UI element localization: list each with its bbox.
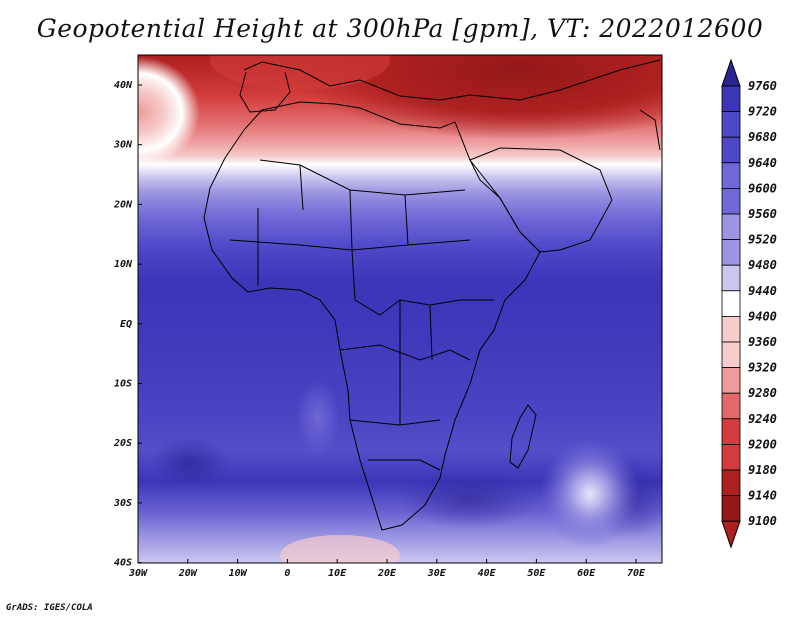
- colorbar-label-9440: 9440: [748, 284, 777, 298]
- colorbar-swatch: [721, 162, 741, 189]
- map-title: Geopotential Height at 300hPa [gpm], VT:…: [36, 14, 764, 43]
- colorbar-label-9560: 9560: [748, 207, 777, 221]
- colorbar-label-9140: 9140: [748, 489, 777, 503]
- colorbar-label-9520: 9520: [748, 233, 777, 247]
- lon-label-10e: 10E: [328, 568, 347, 579]
- colorbar-label-9100: 9100: [748, 514, 777, 528]
- colorbar-swatch: [721, 111, 741, 138]
- lat-label-10s: 10S: [114, 379, 132, 390]
- colorbar-swatch: [721, 418, 741, 445]
- colorbar-swatch: [721, 443, 741, 471]
- colorbar-label-9200: 9200: [748, 437, 777, 451]
- colorbar-swatch: [721, 187, 741, 215]
- colorbar-bottom-arrow: [721, 520, 741, 549]
- africa-coastline: [203, 101, 541, 531]
- axis-ticks: [137, 84, 637, 564]
- colorbar-label-9180: 9180: [748, 463, 777, 477]
- colorbar-label-9320: 9320: [748, 361, 777, 375]
- lat-label-eq: EQ: [120, 319, 132, 330]
- lon-label-50e: 50E: [527, 568, 546, 579]
- colorbar-swatch: [721, 341, 741, 369]
- colorbar-swatch: [721, 495, 741, 522]
- lon-label-0: 0: [284, 568, 290, 579]
- lon-label-60e: 60E: [577, 568, 596, 579]
- colorbar-label-9240: 9240: [748, 412, 777, 426]
- plot-frame: [137, 54, 663, 564]
- lon-label-20w: 20W: [178, 568, 198, 579]
- colorbar-swatch: [721, 213, 741, 241]
- lon-label-70e: 70E: [627, 568, 646, 579]
- lat-label-10n: 10N: [114, 259, 133, 270]
- colorbar-label-9640: 9640: [748, 156, 777, 170]
- colorbar-swatch: [721, 85, 741, 113]
- colorbar-label-9680: 9680: [748, 130, 777, 144]
- colorbar-label-9280: 9280: [748, 386, 777, 400]
- height-field: [138, 55, 662, 563]
- colorbar-swatch: [721, 264, 741, 292]
- colorbar-swatch: [721, 367, 741, 394]
- longitude-labels: 30W 20W 10W 0 10E 20E 30E 40E 50E 60E 70E: [128, 568, 646, 579]
- lon-label-30e: 30E: [427, 568, 447, 579]
- lon-label-10w: 10W: [229, 568, 248, 579]
- india-coastline: [639, 109, 661, 151]
- colorbar-swatch: [721, 290, 741, 317]
- country-borders: [229, 159, 494, 471]
- lat-label-30n: 30N: [113, 140, 133, 151]
- colorbar-label-9760: 9760: [748, 79, 777, 93]
- colorbar-swatch: [721, 136, 741, 164]
- colorbar-label-9600: 9600: [748, 181, 777, 195]
- lon-label-20e: 20E: [377, 568, 397, 579]
- lat-label-40s: 40S: [114, 558, 132, 569]
- madagascar-coastline: [509, 404, 537, 469]
- colorbar-swatch: [721, 315, 741, 343]
- latitude-labels: 40N 30N 20N 10N EQ 10S 20S 30S 40S: [113, 80, 133, 569]
- lat-label-40n: 40N: [114, 80, 133, 91]
- colorbar: 9760 9720 9680 9640 9600 9560 9520 9480 9440 9400…: [721, 58, 777, 549]
- colorbar-top-arrow: [721, 58, 741, 87]
- lon-label-40e: 40E: [478, 568, 497, 579]
- colorbar-label-9480: 9480: [748, 258, 777, 272]
- lat-label-20s: 20S: [113, 438, 132, 449]
- iberia-coastline: [239, 71, 291, 113]
- colorbar-label-9360: 9360: [748, 335, 777, 349]
- colorbar-label-9720: 9720: [748, 105, 777, 119]
- colorbar-swatch: [721, 469, 741, 497]
- coastlines: [203, 59, 661, 531]
- arabia-coastline: [469, 147, 613, 253]
- grads-credit: GrADS: IGES/COLA: [6, 603, 93, 613]
- lon-label-30w: 30W: [128, 568, 148, 579]
- colorbar-label-9400: 9400: [748, 309, 777, 323]
- colorbar-swatch: [721, 239, 741, 266]
- lat-label-20n: 20N: [113, 199, 133, 210]
- europe-coastline: [243, 59, 661, 101]
- colorbar-swatch: [721, 392, 741, 420]
- lat-label-30s: 30S: [113, 498, 132, 509]
